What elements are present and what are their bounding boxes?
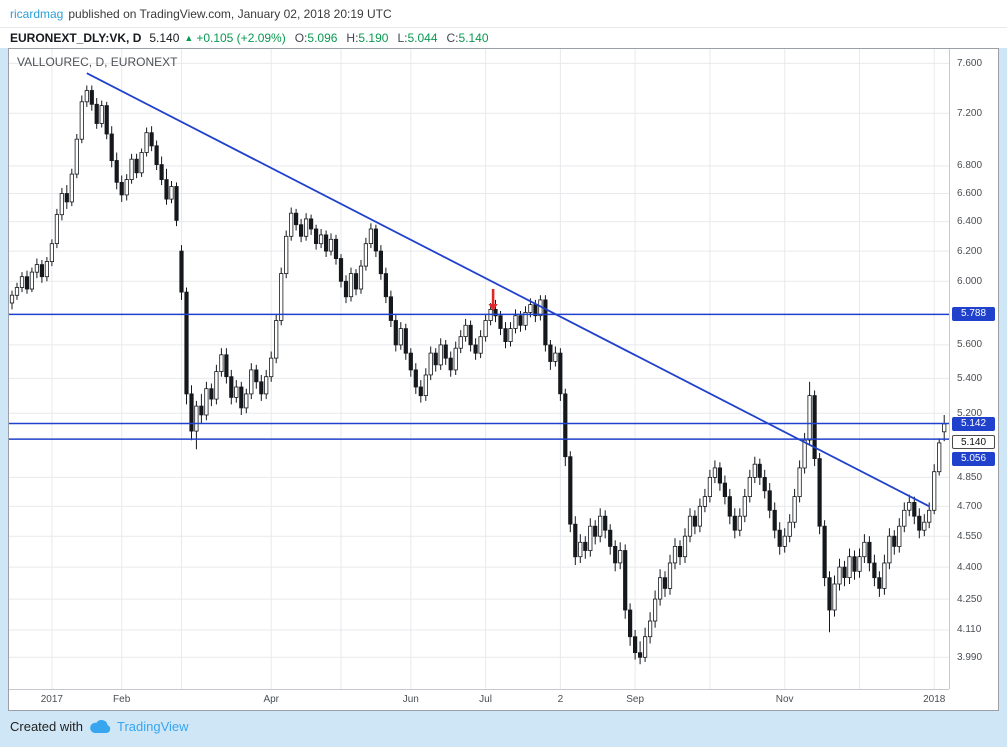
- tradingview-cloud-icon[interactable]: [89, 719, 111, 734]
- close-label: C:: [446, 31, 459, 45]
- high-value: 5.190: [358, 31, 389, 45]
- time-tick-label: Jul: [479, 694, 492, 705]
- price-tick-label: 6.600: [957, 187, 983, 199]
- candles: [9, 85, 947, 665]
- ohlc-close: C:5.140: [447, 31, 489, 45]
- symbol-bar: EURONEXT_DLY:VK, D 5.140 ▲ +0.105 (+2.09…: [0, 28, 1007, 48]
- symbol-name: EURONEXT_DLY:VK, D: [10, 31, 142, 45]
- time-tick-label: 2018: [923, 694, 946, 705]
- time-axis[interactable]: 2017 Feb Apr Jun Jul 2 Sep Nov 2018: [9, 689, 949, 710]
- created-with-label: Created with: [10, 719, 83, 734]
- ohlc-low: L:5.044: [397, 31, 437, 45]
- chart-widget: VALLOUREC, D, EURONEXT 7.600 7.200 6.800 6.…: [8, 48, 999, 711]
- price-tick-label: 4.400: [957, 561, 983, 573]
- current-price-badge: 5.140: [952, 434, 995, 449]
- price-tick-label: 7.200: [957, 107, 983, 119]
- published-text: published on TradingView.com, January 02…: [68, 6, 392, 21]
- down-arrow-annotation[interactable]: [488, 289, 498, 311]
- price-tick-label: 4.700: [957, 500, 983, 512]
- price-tick-label: 5.200: [957, 407, 983, 419]
- price-change: +0.105 (+2.09%): [196, 31, 286, 45]
- price-tick-label: 4.850: [957, 471, 983, 483]
- price-axis[interactable]: 7.600 7.200 6.800 6.600 6.400 6.200 6.000 5.600…: [949, 49, 998, 689]
- time-tick-label: Apr: [263, 694, 279, 705]
- tradingview-brand-link[interactable]: TradingView: [116, 719, 189, 734]
- ohlc-high: H:5.190: [346, 31, 388, 45]
- price-tick-label: 5.600: [957, 339, 983, 351]
- open-label: O:: [294, 31, 308, 45]
- horizontal-line-drawings[interactable]: [9, 313, 949, 440]
- price-tick-label: 6.800: [957, 160, 983, 172]
- high-label: H:: [346, 31, 359, 45]
- price-line-badge: 5.056: [952, 452, 995, 467]
- price-tick-label: 6.400: [957, 216, 983, 228]
- trendline-drawing[interactable]: [86, 72, 930, 508]
- plot-svg: [9, 49, 949, 689]
- time-tick-label: Sep: [626, 694, 645, 705]
- price-tick-label: 4.550: [957, 530, 983, 542]
- price-line-badge: 5.788: [952, 307, 995, 322]
- last-price: 5.140: [149, 31, 180, 45]
- price-tick-label: 6.000: [957, 275, 983, 287]
- publish-header: ricardmag published on TradingView.com, …: [0, 0, 1007, 28]
- time-tick-label: Jun: [402, 694, 419, 705]
- low-value: 5.044: [407, 31, 438, 45]
- time-tick-label: 2: [557, 694, 564, 705]
- footer: Created with TradingView: [10, 719, 189, 734]
- price-tick-label: 7.600: [957, 57, 983, 69]
- time-tick-label: Feb: [113, 694, 131, 705]
- chart-plot[interactable]: VALLOUREC, D, EURONEXT: [9, 49, 949, 689]
- time-tick-label: Nov: [775, 694, 794, 705]
- price-tick-label: 3.990: [957, 651, 983, 663]
- price-up-icon: ▲: [184, 33, 194, 43]
- price-tick-label: 4.110: [957, 624, 982, 636]
- open-value: 5.096: [307, 31, 338, 45]
- price-tick-label: 5.400: [957, 372, 983, 384]
- low-label: L:: [397, 31, 408, 45]
- time-tick-label: 2017: [40, 694, 63, 705]
- ohlc-open: O:5.096: [295, 31, 338, 45]
- close-value: 5.140: [458, 31, 489, 45]
- price-tick-label: 4.250: [957, 593, 983, 605]
- price-line-badge: 5.142: [952, 416, 995, 431]
- author-link[interactable]: ricardmag: [10, 6, 64, 21]
- price-tick-label: 6.200: [957, 245, 983, 257]
